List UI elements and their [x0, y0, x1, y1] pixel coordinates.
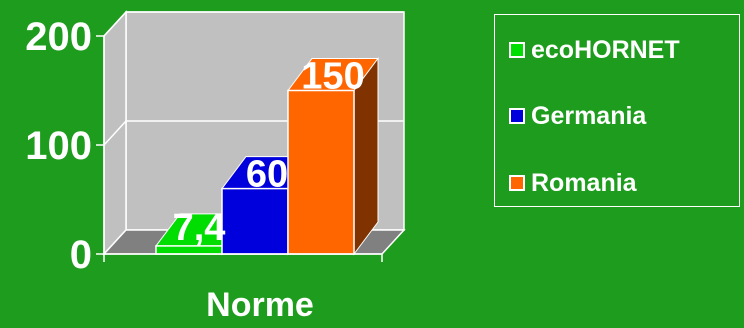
data-label-romania: 150 — [301, 56, 364, 98]
legend-item-germania: Germania — [509, 101, 646, 131]
y-tick-label: 100 — [25, 124, 92, 168]
bar-front-face — [287, 89, 355, 255]
data-label-germania: 60 — [246, 154, 288, 196]
legend-swatch-romania — [509, 175, 525, 191]
y-axis-ticks: 0 100 200 — [25, 15, 383, 277]
data-label-ecohornet: 7,4 — [173, 207, 226, 249]
y-tick-label: 200 — [25, 15, 92, 59]
bar-front-face — [221, 187, 289, 255]
gridline — [103, 11, 404, 37]
bars — [155, 57, 379, 256]
data-labels: 7,4 60 150 — [173, 56, 365, 249]
bar-romania — [287, 57, 379, 256]
x-axis-title: Norme — [206, 286, 314, 324]
legend-label-romania: Romania — [531, 168, 637, 197]
legend-label-ecohornet: ecoHORNET — [531, 35, 680, 64]
legend-item-romania: Romania — [509, 168, 637, 198]
legend: ecoHORNET Germania Romania — [494, 14, 740, 207]
legend-item-ecohornet: ecoHORNET — [509, 35, 680, 65]
legend-swatch-germania — [509, 108, 525, 124]
y-tick-label: 0 — [70, 233, 92, 277]
legend-label-germania: Germania — [531, 101, 647, 130]
legend-swatch-ecohornet — [509, 42, 525, 58]
